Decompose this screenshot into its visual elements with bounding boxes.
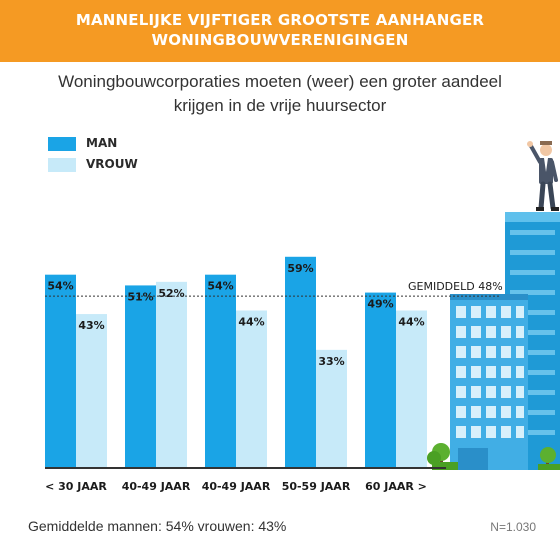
data-label-man-3: 59% (287, 262, 313, 275)
data-label-vrouw-4: 44% (398, 315, 424, 328)
bar-man-3 (285, 256, 316, 468)
bar-man-0 (45, 274, 76, 468)
office-building (450, 294, 528, 470)
legend-label-man: MAN (86, 136, 118, 150)
tree-icon (427, 443, 458, 470)
data-label-vrouw-0: 43% (78, 319, 104, 332)
data-label-vrouw-2: 44% (238, 315, 264, 328)
bar-man-4 (365, 292, 396, 468)
data-label-vrouw-1: 52% (158, 287, 184, 300)
x-tick-label-3: 50-59 JAAR (282, 480, 351, 493)
bar-man-1 (125, 285, 156, 468)
reference-line-group: GEMIDDELD 48% (45, 280, 503, 297)
x-tick-label-0: < 30 JAAR (45, 480, 107, 493)
businessman-figure (527, 141, 559, 211)
subtitle-line-2: krijgen in de vrije huursector (173, 96, 387, 115)
data-label-man-1: 51% (127, 290, 153, 303)
bar-vrouw-1 (156, 281, 187, 468)
bar-vrouw-2 (236, 310, 267, 468)
x-tick-label-4: 60 JAAR > (365, 480, 427, 493)
data-label-man-0: 54% (47, 280, 73, 293)
header-banner: MANNELIJKE VIJFTIGER GROOTSTE AANHANGER … (0, 0, 560, 62)
data-label-vrouw-3: 33% (318, 355, 344, 368)
x-axis-tick-labels: < 30 JAAR 40-49 JAAR 40-49 JAAR 50-59 JAAR 6… (45, 480, 427, 493)
footer-averages: Gemiddelde mannen: 54% vrouwen: 43% (28, 518, 287, 534)
data-label-man-2: 54% (207, 280, 233, 293)
bar-vrouw-0 (76, 314, 107, 468)
bars-group: 54% 43% 51% 52% 54% 44% 59% 33% 49% 44% (45, 256, 427, 468)
x-tick-label-1: 40-49 JAAR (122, 480, 191, 493)
subtitle-line-1: Woningbouwcorporaties moeten (weer) een … (58, 72, 502, 91)
chart-title-line-2: WONINGBOUWVERENIGINGEN (151, 31, 409, 49)
x-tick-label-2: 40-49 JAAR (202, 480, 271, 493)
chart-subtitle: Woningbouwcorporaties moeten (weer) een … (0, 70, 560, 118)
skyline-illustration (427, 141, 560, 470)
data-label-man-4: 49% (367, 298, 393, 311)
tree-icon (538, 447, 560, 470)
legend-label-vrouw: VROUW (86, 157, 138, 171)
chart-title-line-1: MANNELIJKE VIJFTIGER GROOTSTE AANHANGER (75, 11, 485, 29)
bar-man-2 (205, 274, 236, 468)
legend-swatch-vrouw (48, 158, 76, 172)
bar-vrouw-3 (316, 349, 347, 468)
bar-vrouw-4 (396, 310, 427, 468)
average-reference-label: GEMIDDELD 48% (408, 280, 503, 293)
legend-swatch-man (48, 137, 76, 151)
footer-sample-size: N=1.030 (490, 520, 536, 534)
